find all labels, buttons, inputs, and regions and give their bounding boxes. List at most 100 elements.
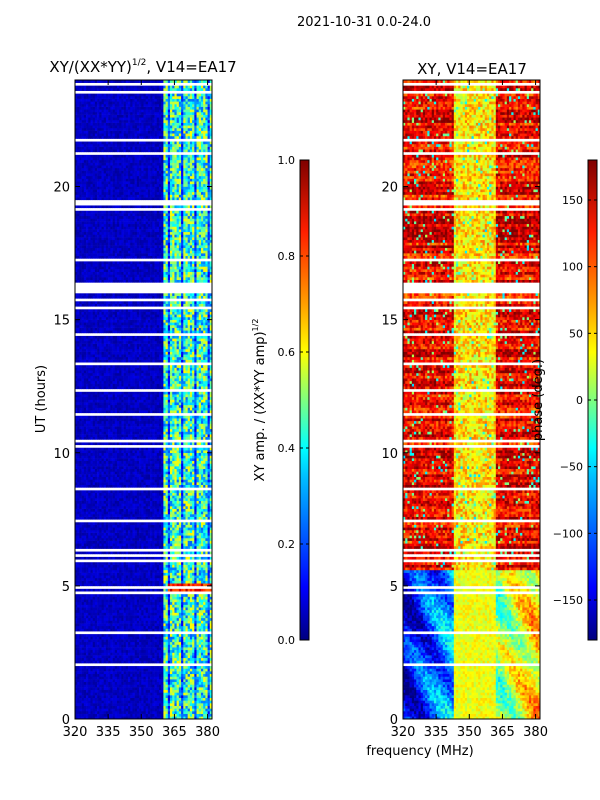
heatmap-cell <box>139 633 142 637</box>
heatmap-cell <box>189 697 193 701</box>
heatmap-cell <box>121 495 124 499</box>
heatmap-cell <box>178 506 182 509</box>
heatmap-cell <box>187 506 191 509</box>
heatmap-cell <box>145 612 149 616</box>
heatmap-cell <box>198 516 202 520</box>
heatmap-cell <box>198 511 202 515</box>
heatmap-cell <box>141 527 144 531</box>
heatmap-cell <box>125 490 129 493</box>
heatmap-cell <box>172 521 175 525</box>
heatmap-cell <box>136 484 140 488</box>
heatmap-cell <box>134 500 138 504</box>
heatmap-cell <box>139 716 142 719</box>
heatmap-cell <box>200 580 204 584</box>
heatmap-cell <box>116 711 120 714</box>
heatmap-cell <box>185 545 188 549</box>
heatmap-cell <box>181 647 184 651</box>
heatmap-cell <box>154 636 158 640</box>
heatmap-cell <box>136 535 140 539</box>
heatmap-cell <box>83 681 87 685</box>
heatmap-cell <box>112 537 116 541</box>
heatmap-cell <box>150 484 153 488</box>
heatmap-cell <box>200 660 204 664</box>
heatmap-cell <box>81 524 85 528</box>
heatmap-cell <box>170 655 173 659</box>
heatmap-cell <box>167 652 171 656</box>
heatmap-cell <box>108 620 111 624</box>
heatmap-cell <box>194 612 197 616</box>
heatmap-cell <box>83 521 87 525</box>
heatmap-cell <box>189 482 193 485</box>
heatmap-cell <box>94 703 98 706</box>
heatmap-cell <box>150 620 153 624</box>
heatmap-cell <box>112 649 116 653</box>
heatmap-cell <box>147 572 151 576</box>
heatmap-cell <box>187 604 191 608</box>
heatmap-cell <box>203 511 206 515</box>
heatmap-cell <box>81 609 85 613</box>
heatmap-cell <box>161 676 164 680</box>
heatmap-cell <box>83 711 87 714</box>
heatmap-cell <box>128 567 131 571</box>
heatmap-cell <box>194 527 197 531</box>
heatmap-cell <box>136 665 140 669</box>
heatmap-cell <box>128 703 131 706</box>
heatmap-cell <box>170 535 173 539</box>
heatmap-cell <box>123 703 127 706</box>
heatmap-cell <box>198 668 202 672</box>
heatmap-cell <box>130 577 133 581</box>
heatmap-cell <box>132 583 135 587</box>
heatmap-cell <box>119 644 122 648</box>
heatmap-cell <box>200 564 204 568</box>
heatmap-cell <box>94 684 98 688</box>
heatmap-cell <box>77 596 80 600</box>
heatmap-cell <box>108 495 111 499</box>
heatmap-cell <box>209 500 212 504</box>
heatmap-cell <box>167 588 171 592</box>
heatmap-cell <box>147 503 151 507</box>
heatmap-cell <box>172 676 175 680</box>
heatmap-cell <box>147 644 151 648</box>
heatmap-cell <box>94 577 98 581</box>
heatmap-cell <box>198 524 202 528</box>
heatmap-cell <box>143 665 147 669</box>
heatmap-cell <box>198 506 202 509</box>
heatmap-cell <box>147 577 151 581</box>
heatmap-cell <box>147 612 151 616</box>
heatmap-cell <box>192 540 195 544</box>
heatmap-cell <box>192 625 195 629</box>
heatmap-cell <box>156 498 160 501</box>
heatmap-cell <box>141 537 144 541</box>
heatmap-cell <box>163 681 166 685</box>
heatmap-cell <box>128 516 131 520</box>
heatmap-cell <box>183 529 186 533</box>
heatmap-cell <box>156 617 160 621</box>
heatmap-cell <box>163 708 166 712</box>
heatmap-cell <box>147 607 151 611</box>
heatmap-cell <box>207 673 211 677</box>
heatmap-cell <box>176 561 180 565</box>
heatmap-cell <box>196 716 200 719</box>
heatmap-cell <box>203 671 206 675</box>
heatmap-cell <box>205 633 208 637</box>
heatmap-cell <box>172 679 175 683</box>
heatmap-cell <box>172 596 175 600</box>
heatmap-cell <box>209 668 212 672</box>
heatmap-cell <box>147 599 151 603</box>
heatmap-cell <box>196 567 200 571</box>
heatmap-cell <box>134 529 138 533</box>
heatmap-cell <box>192 668 195 672</box>
heatmap-cell <box>139 527 142 531</box>
heatmap-cell <box>207 540 211 544</box>
heatmap-cell <box>114 537 118 541</box>
heatmap-cell <box>83 713 87 717</box>
heatmap-cell <box>196 556 200 560</box>
heatmap-cell <box>128 495 131 499</box>
heatmap-cell <box>116 609 120 613</box>
heatmap-cell <box>152 508 155 512</box>
heatmap-cell <box>130 692 133 696</box>
heatmap-cell <box>105 625 109 629</box>
heatmap-cell <box>92 503 96 507</box>
heatmap-cell <box>81 703 85 706</box>
heatmap-cell <box>141 577 144 581</box>
